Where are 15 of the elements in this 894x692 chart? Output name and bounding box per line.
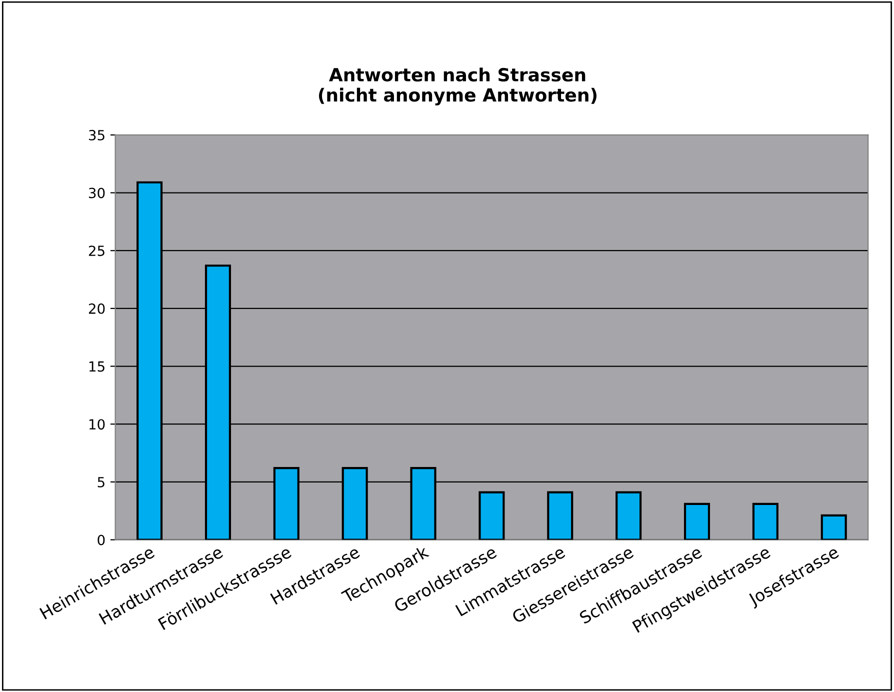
bar <box>547 491 574 540</box>
y-tick-label: 35 <box>88 130 104 140</box>
bar <box>752 502 778 540</box>
chart-title: Antworten nach Strassen (nicht anonyme Antworten) <box>318 68 596 106</box>
y-tick-label: 30 <box>88 188 105 198</box>
y-tick-label: 20 <box>88 303 105 314</box>
y-tick-label: 25 <box>88 246 104 256</box>
y-tick-label: 5 <box>98 477 104 488</box>
bar <box>616 491 642 540</box>
y-tick-label: 15 <box>89 361 104 372</box>
bar <box>478 491 505 540</box>
bar <box>820 514 847 540</box>
y-tick-label: 10 <box>89 419 105 430</box>
y-tick-label: 0 <box>98 534 105 546</box>
bar <box>684 502 710 540</box>
